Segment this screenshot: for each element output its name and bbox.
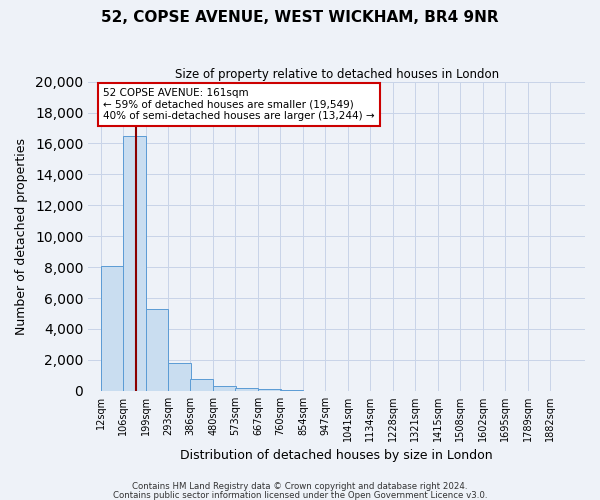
Bar (190, 379, 213, 391)
Bar (168, 363, 191, 391)
Text: 52, COPSE AVENUE, WEST WICKHAM, BR4 9NR: 52, COPSE AVENUE, WEST WICKHAM, BR4 9NR (101, 10, 499, 25)
Bar (213, 386, 236, 391)
Bar (123, 136, 146, 391)
Bar (280, 390, 303, 391)
Text: Contains HM Land Registry data © Crown copyright and database right 2024.: Contains HM Land Registry data © Crown c… (132, 482, 468, 491)
Bar (101, 266, 123, 391)
Title: Size of property relative to detached houses in London: Size of property relative to detached ho… (175, 68, 499, 80)
Text: Contains public sector information licensed under the Open Government Licence v3: Contains public sector information licen… (113, 490, 487, 500)
Text: 52 COPSE AVENUE: 161sqm
← 59% of detached houses are smaller (19,549)
40% of sem: 52 COPSE AVENUE: 161sqm ← 59% of detache… (103, 88, 374, 121)
X-axis label: Distribution of detached houses by size in London: Distribution of detached houses by size … (180, 450, 493, 462)
Bar (146, 309, 168, 391)
Y-axis label: Number of detached properties: Number of detached properties (15, 138, 28, 334)
Bar (235, 388, 258, 391)
Bar (258, 390, 281, 391)
